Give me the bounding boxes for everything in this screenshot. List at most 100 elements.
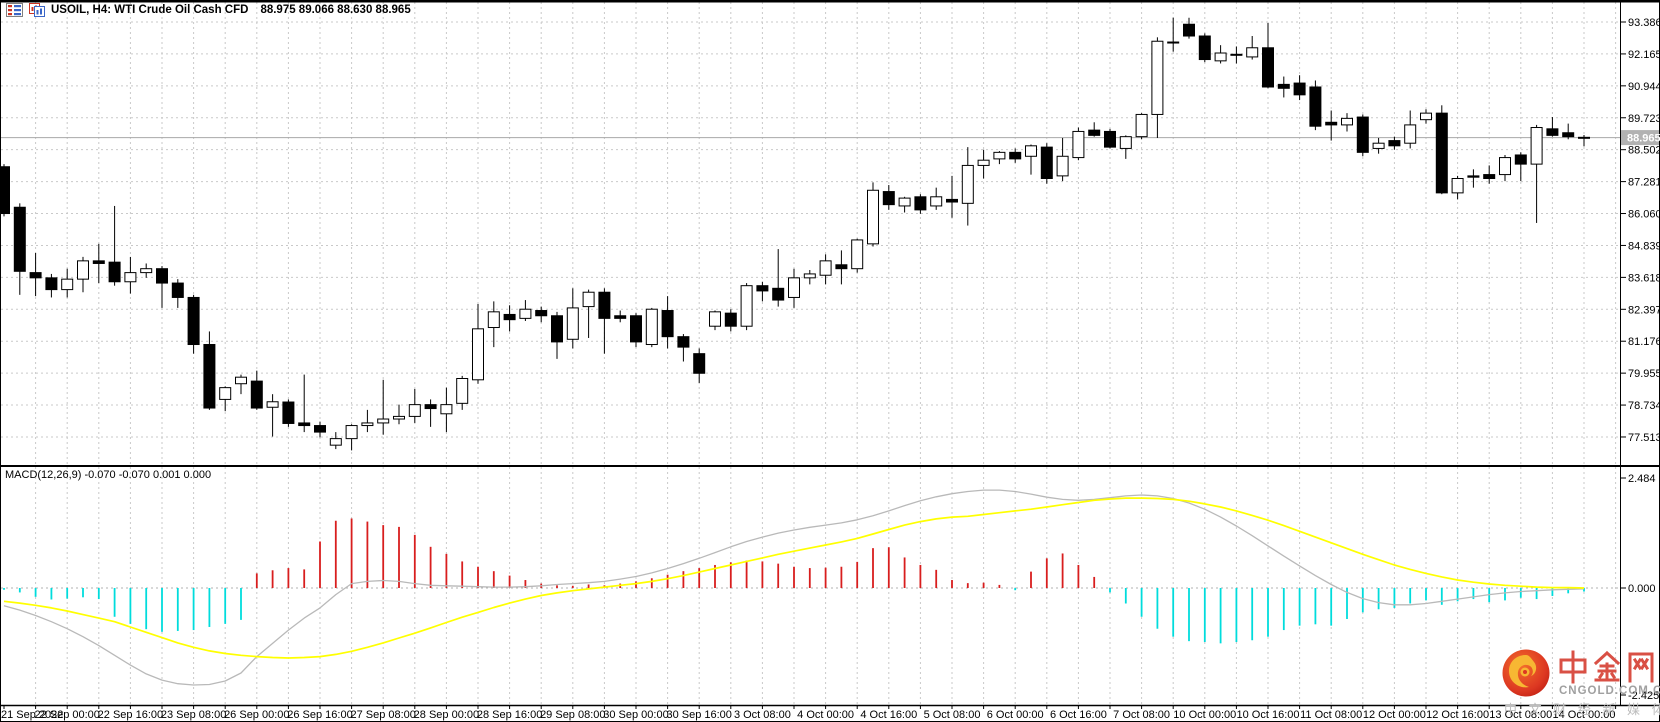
svg-text:28 Sep 00:00: 28 Sep 00:00: [414, 709, 479, 721]
candle: [1514, 154, 1527, 165]
svg-text:30 Sep 16:00: 30 Sep 16:00: [666, 709, 731, 721]
candle: [1151, 40, 1164, 115]
candle: [108, 261, 121, 283]
svg-text:89.723: 89.723: [1628, 113, 1660, 125]
candle: [803, 273, 816, 279]
svg-text:12 Oct 16:00: 12 Oct 16:00: [1426, 709, 1489, 721]
candle: [1040, 146, 1053, 179]
candle: [1530, 127, 1543, 165]
svg-text:92.165: 92.165: [1628, 49, 1660, 61]
candle: [724, 312, 737, 327]
candle: [740, 285, 753, 327]
candle: [1119, 136, 1132, 149]
svg-text:88.502: 88.502: [1628, 145, 1660, 157]
svg-text:28 Sep 16:00: 28 Sep 16:00: [477, 709, 542, 721]
candle: [1325, 121, 1338, 126]
candle: [1467, 175, 1480, 178]
svg-text:10 Oct 00:00: 10 Oct 00:00: [1173, 709, 1236, 721]
candle: [867, 189, 879, 245]
data-window-icon: [6, 3, 23, 17]
candle: [598, 291, 611, 319]
candle: [566, 307, 579, 340]
candle: [361, 422, 374, 427]
candle: [472, 328, 484, 381]
svg-text:23 Sep 08:00: 23 Sep 08:00: [161, 709, 226, 721]
current-price-tag: [1621, 130, 1659, 146]
ohlc-quote: 88.975 89.066 88.630 88.965: [260, 4, 411, 16]
candle: [377, 418, 390, 424]
cngold-tagline-text: 中 文 财 经 新 媒 体: [1504, 702, 1660, 717]
candle: [788, 277, 800, 298]
candle: [393, 415, 405, 420]
candle: [487, 311, 500, 329]
svg-text:4 Oct 00:00: 4 Oct 00:00: [797, 709, 854, 721]
svg-text:0.000: 0.000: [1628, 583, 1656, 595]
macd-panel-area[interactable]: [0, 466, 1620, 706]
candle: [203, 344, 216, 409]
candle: [156, 268, 168, 284]
svg-text:86.060: 86.060: [1628, 209, 1660, 221]
candle: [1088, 129, 1101, 136]
svg-text:4 Oct 16:00: 4 Oct 16:00: [860, 709, 917, 721]
candle: [961, 164, 974, 204]
candle: [1562, 132, 1575, 138]
svg-text:87.281: 87.281: [1628, 177, 1660, 189]
candle: [187, 296, 200, 346]
candle: [709, 311, 721, 327]
candle: [1293, 82, 1306, 96]
svg-text:78.734: 78.734: [1628, 400, 1660, 412]
candle: [977, 159, 990, 166]
svg-text:90.944: 90.944: [1628, 81, 1660, 93]
candle: [677, 336, 690, 348]
candle: [92, 260, 105, 264]
svg-text:81.176: 81.176: [1628, 336, 1660, 348]
svg-text:22 Sep 16:00: 22 Sep 16:00: [98, 709, 163, 721]
time-axis-area[interactable]: [0, 706, 1660, 722]
candle: [1246, 47, 1259, 58]
candle: [630, 315, 642, 343]
candle: [1578, 136, 1590, 139]
symbol-title: USOIL, H4: WTI Crude Oil Cash CFD: [51, 4, 249, 16]
candle: [77, 260, 89, 280]
svg-text:-2.425: -2.425: [1628, 690, 1659, 702]
svg-text:22 Sep 00:00: 22 Sep 00:00: [34, 709, 99, 721]
candles: [0, 17, 1590, 451]
candle: [1356, 116, 1369, 153]
svg-text:88.965: 88.965: [1627, 133, 1660, 145]
svg-text:83.618: 83.618: [1628, 272, 1660, 284]
candle: [614, 315, 627, 319]
candle: [282, 401, 295, 424]
candle: [61, 278, 74, 291]
candle: [1420, 112, 1432, 121]
macd-indicator-label: MACD(12,26,9) -0.070 -0.070 0.001 0.000: [5, 469, 212, 481]
candle: [235, 376, 247, 385]
price-axis-area[interactable]: [1621, 0, 1660, 706]
macd-axis: 2.484 0.000 -2.425: [1620, 473, 1659, 702]
svg-text:6 Oct 16:00: 6 Oct 16:00: [1050, 709, 1107, 721]
svg-text:13 Oct 08:00: 13 Oct 08:00: [1489, 709, 1552, 721]
svg-text:21 Sep 2022: 21 Sep 2022: [1, 709, 63, 721]
candle: [1025, 145, 1037, 157]
candle: [171, 282, 184, 298]
candle: [756, 285, 769, 292]
candle: [519, 308, 532, 319]
candle: [1262, 47, 1274, 88]
svg-text:29 Sep 08:00: 29 Sep 08:00: [540, 709, 605, 721]
candle: [219, 387, 232, 400]
new-chart-icon: [29, 3, 45, 17]
candle: [440, 404, 453, 415]
candle: [1499, 157, 1511, 176]
svg-text:7 Oct 08:00: 7 Oct 08:00: [1113, 709, 1170, 721]
candle: [551, 315, 563, 343]
svg-text:5 Oct 08:00: 5 Oct 08:00: [924, 709, 981, 721]
candle: [819, 260, 832, 276]
candle: [993, 151, 1006, 160]
watermark: CNGOLD.COM.CN 中 文 财 经 新 媒 体: [1478, 644, 1660, 718]
candle: [661, 310, 674, 338]
candle: [140, 268, 153, 274]
candle: [772, 287, 785, 301]
main-chart-area[interactable]: [0, 2, 1620, 466]
